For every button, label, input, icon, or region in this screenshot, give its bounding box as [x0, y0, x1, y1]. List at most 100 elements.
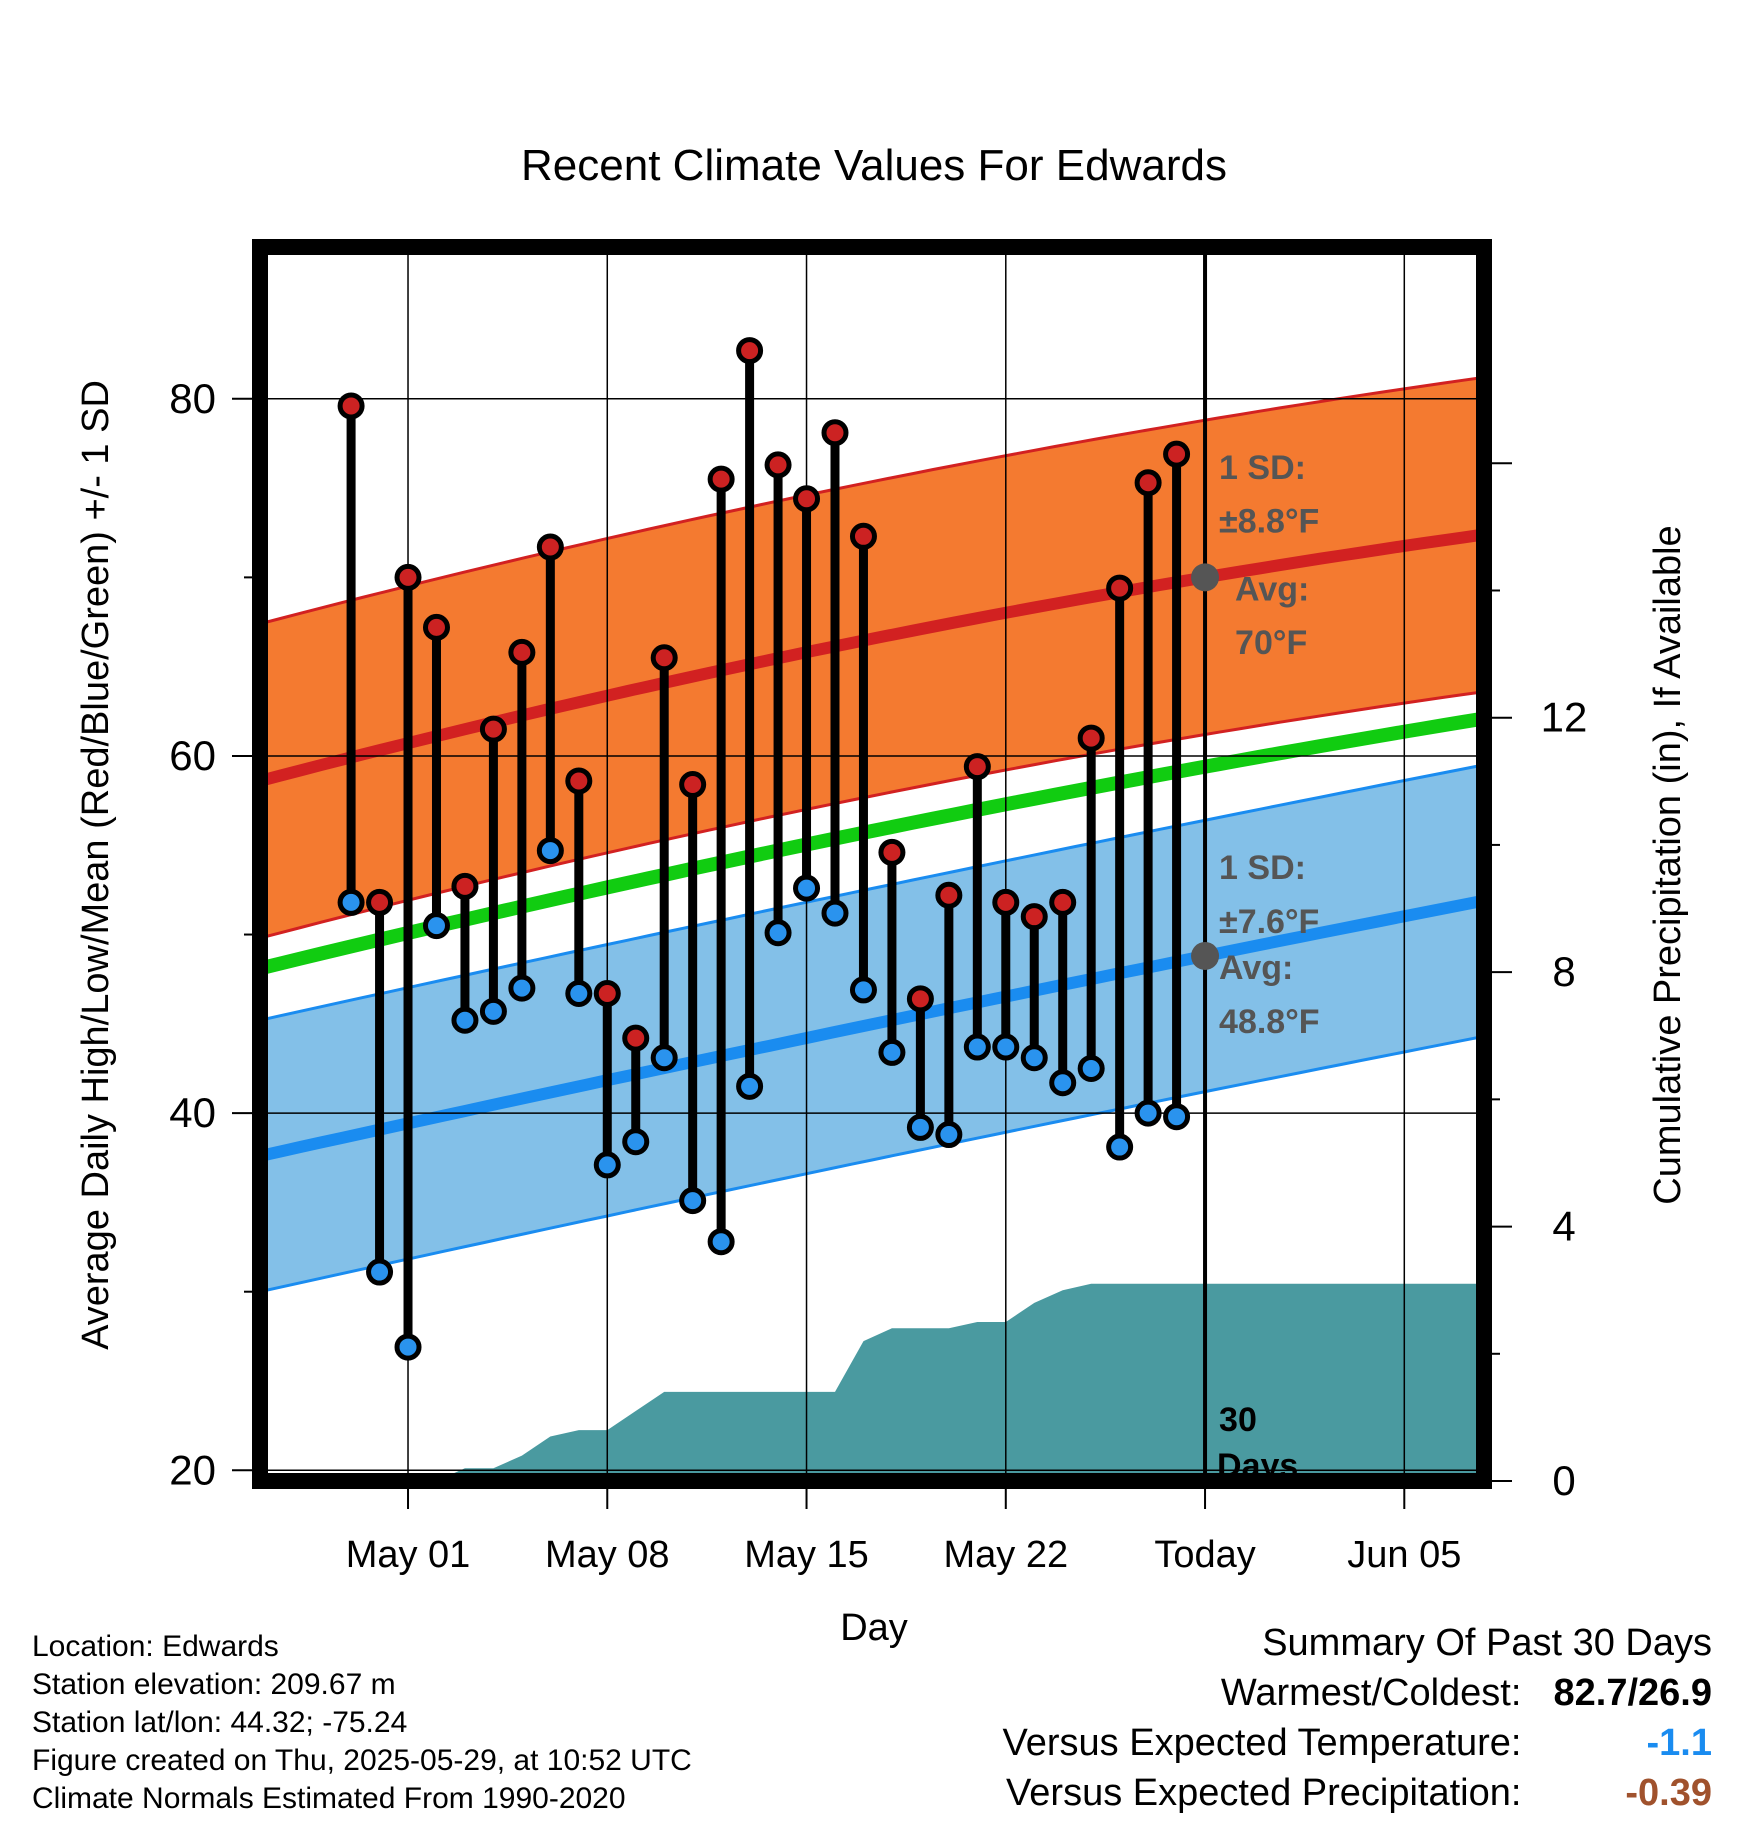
- daily-high-point: [451, 872, 479, 900]
- high-avg-label: Avg:: [1235, 571, 1309, 609]
- daily-low-point: [508, 974, 536, 1002]
- daily-high-point: [707, 465, 735, 493]
- warm-cold-value: 82.7/26.9: [1553, 1672, 1712, 1714]
- daily-low-point: [337, 888, 365, 916]
- today-low-avg-marker: [1191, 941, 1220, 970]
- daily-high-point: [906, 985, 934, 1013]
- y-tick-label-right: 4: [1552, 1203, 1575, 1250]
- station-info: Location: Edwards Station elevation: 209…: [32, 1628, 692, 1818]
- daily-high-point: [422, 613, 450, 641]
- daily-high-point: [622, 1024, 650, 1052]
- precip-departure-value: -0.39: [1625, 1772, 1712, 1814]
- daily-low-point: [906, 1113, 934, 1141]
- daily-low-point: [479, 997, 507, 1025]
- daily-high-point: [394, 563, 422, 591]
- daily-low-point: [1163, 1103, 1191, 1131]
- daily-high-point: [1106, 574, 1134, 602]
- plot-area: 1 SD: ±8.8°F Avg: 70°F 1 SD: ±7.6°F Avg: 48.8°F…: [169, 239, 1588, 1576]
- daily-high-point: [679, 771, 707, 799]
- daily-high-point: [793, 485, 821, 513]
- high-sd-value: ±8.8°F: [1219, 503, 1319, 541]
- climate-normals: Climate Normals Estimated From 1990-2020: [32, 1782, 626, 1815]
- y-tick-label-left: 60: [169, 732, 216, 779]
- x-tick-label: May 15: [744, 1534, 869, 1576]
- daily-low-point: [650, 1044, 678, 1072]
- precip-departure-label: Versus Expected Precipitation:: [1006, 1772, 1522, 1814]
- y-axis-label-left: Average Daily High/Low/Mean (Red/Blue/Gr…: [75, 380, 117, 1350]
- daily-high-point: [992, 888, 1020, 916]
- plot-frame: [252, 239, 1492, 1489]
- daily-high-point: [849, 522, 877, 550]
- summary-panel: Summary Of Past 30 Days Warmest/Coldest:…: [1003, 1618, 1712, 1818]
- daily-high-point: [1134, 469, 1162, 497]
- daily-low-point: [849, 976, 877, 1004]
- today-high-avg-marker: [1191, 563, 1220, 592]
- figure-created: Figure created on Thu, 2025-05-29, at 10…: [32, 1744, 692, 1777]
- normal-high-line: [260, 528, 1484, 787]
- daily-low-point: [793, 874, 821, 902]
- daily-low-point: [536, 837, 564, 865]
- daily-high-point: [565, 767, 593, 795]
- x-tick-label: May 22: [943, 1534, 1068, 1576]
- low-sd-lower-edge: [260, 1034, 1484, 1294]
- high-avg-value: 70°F: [1235, 624, 1307, 662]
- low-sd-label: 1 SD:: [1219, 849, 1306, 887]
- daily-low-point: [821, 899, 849, 927]
- y-tick-label-left: 40: [169, 1089, 216, 1136]
- daily-low-point: [1049, 1069, 1077, 1097]
- y-tick-label-right: 0: [1552, 1457, 1575, 1504]
- y-axis-label-right: Cumulative Precipitation (in), If Availa…: [1647, 525, 1689, 1204]
- daily-high-point: [337, 392, 365, 420]
- daily-high-point: [650, 644, 678, 672]
- daily-high-point: [593, 979, 621, 1007]
- x-tick-label: Today: [1154, 1534, 1255, 1576]
- low-sd-value: ±7.6°F: [1219, 903, 1319, 941]
- daily-low-point: [1134, 1099, 1162, 1127]
- station-location: Location: Edwards: [32, 1630, 279, 1663]
- y-tick-label-left: 80: [169, 375, 216, 422]
- low-avg-label: Avg:: [1219, 949, 1293, 987]
- daily-low-point: [622, 1128, 650, 1156]
- station-latlon: Station lat/lon: 44.32; -75.24: [32, 1706, 408, 1739]
- x-tick-label: Jun 05: [1347, 1534, 1461, 1576]
- daily-low-point: [451, 1006, 479, 1034]
- y-tick-label-right: 12: [1541, 694, 1588, 741]
- window-count-label: 30: [1219, 1401, 1257, 1439]
- x-tick-label: May 08: [545, 1534, 670, 1576]
- summary-title: Summary Of Past 30 Days: [1262, 1622, 1712, 1664]
- daily-low-point: [764, 919, 792, 947]
- daily-high-point: [536, 533, 564, 561]
- y-tick-label-left: 20: [169, 1446, 216, 1493]
- daily-low-point: [707, 1228, 735, 1256]
- x-tick-label: May 01: [346, 1534, 471, 1576]
- daily-low-point: [679, 1187, 707, 1215]
- daily-low-point: [736, 1072, 764, 1100]
- daily-high-point: [1077, 724, 1105, 752]
- daily-low-point: [565, 979, 593, 1007]
- daily-low-point: [935, 1121, 963, 1149]
- daily-high-point: [963, 753, 991, 781]
- daily-high-point: [821, 419, 849, 447]
- daily-low-point: [1077, 1054, 1105, 1082]
- temp-departure-label: Versus Expected Temperature:: [1002, 1722, 1522, 1764]
- daily-high-point: [479, 715, 507, 743]
- daily-high-point: [1049, 888, 1077, 916]
- daily-high-point: [508, 638, 536, 666]
- high-sd-label: 1 SD:: [1219, 449, 1306, 487]
- warm-cold-label: Warmest/Coldest:: [1220, 1672, 1522, 1714]
- daily-low-point: [1020, 1044, 1048, 1072]
- high-sd-upper-edge: [260, 375, 1484, 626]
- daily-high-point: [935, 881, 963, 909]
- daily-high-point: [366, 888, 394, 916]
- daily-low-point: [992, 1033, 1020, 1061]
- low-avg-value: 48.8°F: [1219, 1003, 1320, 1041]
- daily-low-point: [366, 1258, 394, 1286]
- station-elevation: Station elevation: 209.67 m: [32, 1668, 396, 1701]
- y-tick-label-right: 8: [1552, 948, 1575, 995]
- normal-low-line: [260, 894, 1484, 1162]
- x-axis-label: Day: [840, 1607, 908, 1649]
- daily-high-point: [1020, 903, 1048, 931]
- daily-low-point: [593, 1151, 621, 1179]
- daily-low-point: [1106, 1133, 1134, 1161]
